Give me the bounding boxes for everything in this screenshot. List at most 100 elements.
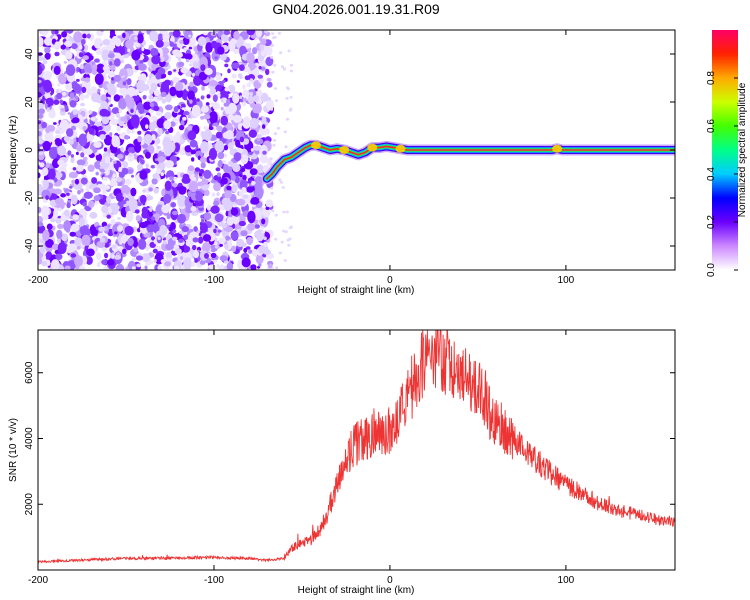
noise-speckle — [78, 133, 88, 147]
noise-speckle — [131, 266, 136, 270]
noise-speckle — [213, 228, 217, 234]
noise-speckle — [202, 242, 211, 253]
noise-speckle — [152, 117, 156, 121]
noise-speckle — [108, 70, 116, 79]
noise-speckle — [183, 234, 189, 240]
noise-speckle — [279, 51, 283, 55]
noise-speckle — [261, 226, 265, 230]
noise-speckle — [209, 80, 218, 87]
noise-speckle — [115, 192, 125, 202]
noise-speckle — [91, 177, 98, 184]
noise-speckle — [189, 139, 198, 148]
noise-speckle — [80, 188, 84, 193]
noise-speckle — [56, 145, 67, 156]
noise-speckle — [224, 63, 229, 68]
noise-speckle — [227, 114, 235, 121]
noise-speckle — [48, 99, 54, 106]
noise-speckle — [81, 86, 87, 93]
noise-speckle — [125, 200, 130, 206]
noise-speckle — [239, 64, 245, 71]
noise-speckle — [201, 105, 209, 113]
noise-speckle — [39, 162, 45, 168]
noise-speckle — [133, 246, 139, 253]
noise-speckle — [182, 116, 187, 121]
noise-speckle — [270, 56, 274, 59]
noise-speckle — [259, 44, 265, 51]
noise-speckle — [180, 67, 189, 74]
noise-speckle — [232, 114, 242, 123]
noise-speckle — [114, 255, 122, 260]
noise-speckle — [250, 264, 257, 270]
noise-speckle — [108, 208, 113, 214]
noise-speckle — [157, 236, 161, 241]
noise-speckle — [38, 206, 42, 213]
noise-speckle — [234, 175, 240, 184]
noise-speckle — [189, 99, 193, 104]
noise-speckle — [164, 79, 171, 86]
noise-speckle — [155, 160, 159, 165]
noise-speckle — [65, 64, 76, 76]
noise-speckle — [124, 135, 130, 140]
noise-speckle — [50, 218, 56, 223]
noise-speckle — [178, 61, 185, 68]
noise-speckle — [239, 179, 248, 190]
noise-speckle — [43, 79, 53, 93]
noise-speckle — [54, 51, 60, 57]
noise-speckle — [236, 198, 246, 206]
noise-speckle — [137, 33, 144, 44]
noise-speckle — [264, 30, 268, 34]
noise-speckle — [120, 103, 125, 107]
noise-speckle — [223, 197, 233, 212]
noise-speckle — [171, 180, 175, 184]
noise-speckle — [236, 238, 245, 248]
noise-speckle — [209, 111, 218, 124]
noise-speckle — [114, 231, 118, 235]
noise-speckle — [236, 80, 240, 83]
noise-speckle — [81, 234, 91, 246]
noise-speckle — [242, 119, 251, 129]
noise-speckle — [94, 58, 100, 63]
y-tick-label: 0 — [24, 147, 35, 153]
noise-speckle — [165, 130, 170, 135]
noise-speckle — [85, 186, 90, 192]
noise-speckle — [260, 50, 266, 57]
noise-speckle — [172, 134, 181, 145]
noise-speckle — [218, 264, 225, 270]
noise-speckle — [136, 90, 140, 95]
noise-speckle — [57, 207, 62, 212]
noise-speckle — [164, 160, 174, 168]
noise-speckle — [122, 81, 127, 86]
noise-speckle — [262, 124, 266, 129]
noise-speckle — [177, 213, 186, 224]
noise-speckle — [249, 117, 259, 129]
noise-speckle — [285, 97, 289, 100]
noise-speckle — [213, 182, 222, 192]
noise-speckle — [55, 218, 62, 224]
noise-speckle — [61, 92, 67, 96]
noise-speckle — [210, 87, 217, 95]
noise-speckle — [131, 257, 137, 261]
ridge-peak — [395, 144, 406, 153]
noise-speckle — [289, 69, 293, 73]
noise-speckle — [193, 226, 198, 232]
noise-speckle — [41, 260, 48, 267]
noise-speckle — [218, 237, 226, 244]
noise-speckle — [271, 209, 275, 213]
noise-speckle — [157, 265, 162, 270]
noise-speckle — [250, 197, 260, 205]
noise-speckle — [217, 172, 221, 177]
noise-speckle — [221, 223, 228, 229]
noise-speckle — [67, 112, 71, 115]
noise-speckle — [275, 266, 279, 270]
noise-speckle — [131, 174, 134, 178]
noise-speckle — [246, 236, 254, 246]
noise-speckle — [41, 205, 50, 218]
noise-speckle — [86, 88, 93, 96]
spectrogram-y-ticks: -40 -20 0 20 40 — [24, 48, 675, 253]
noise-speckle — [88, 200, 95, 208]
noise-speckle — [256, 164, 264, 173]
noise-speckle — [160, 259, 166, 264]
colorbar-label: Normalized spectral amplitude — [737, 82, 748, 217]
noise-speckle — [84, 77, 91, 83]
